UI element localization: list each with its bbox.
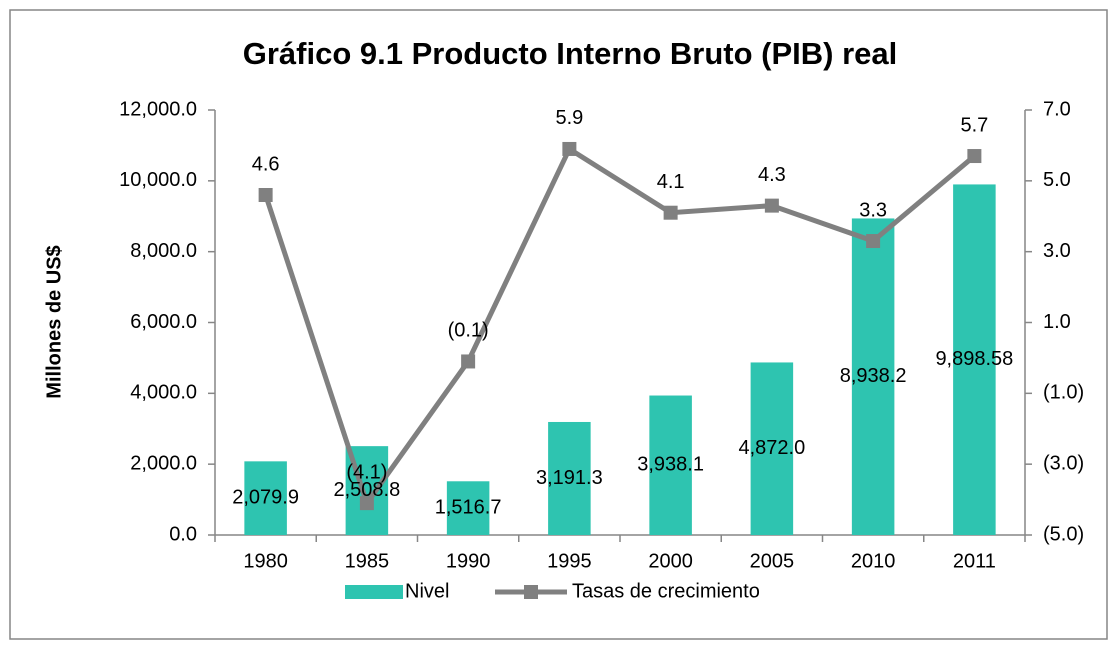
x-tick-label: 1980 (243, 550, 288, 572)
data-label: 4,872.0 (739, 437, 806, 459)
x-tick-label: 2000 (648, 550, 693, 572)
y-tick-label: 8,000.0 (130, 240, 197, 262)
data-label: 4.6 (252, 153, 280, 175)
bar (446, 481, 490, 535)
legend-marker (524, 585, 538, 599)
y-tick-label: 0.0 (169, 523, 197, 545)
y-tick-label: 6,000.0 (130, 311, 197, 333)
y2-tick-label: (5.0) (1043, 523, 1084, 545)
x-tick-label: 2005 (750, 550, 795, 572)
data-label: 3.3 (859, 199, 887, 221)
data-label: 8,938.2 (840, 365, 907, 387)
data-label: 9,898.58 (935, 348, 1013, 370)
bar (548, 421, 591, 535)
marker (866, 234, 881, 249)
y-tick-label: 2,000.0 (130, 452, 197, 474)
marker (359, 496, 374, 511)
bar (953, 184, 996, 535)
y2-tick-label: 5.0 (1043, 169, 1071, 191)
y-axis-title: Millones de US$ (43, 245, 65, 398)
x-tick-label: 1990 (446, 550, 491, 572)
data-label: 5.9 (555, 107, 583, 129)
data-label: 2,508.8 (334, 479, 401, 501)
y-tick-label: 4,000.0 (130, 382, 197, 404)
y2-tick-label: 7.0 (1043, 98, 1071, 120)
data-label: 1,516.7 (435, 496, 502, 518)
marker (663, 205, 678, 220)
x-tick-label: 1985 (345, 550, 390, 572)
y-tick-label: 10,000.0 (119, 169, 197, 191)
bar (649, 395, 692, 535)
bar (750, 362, 794, 535)
marker (258, 188, 273, 202)
bar (244, 461, 287, 535)
data-label: 4.3 (758, 164, 786, 186)
data-label: 4.1 (657, 171, 685, 193)
y2-tick-label: 3.0 (1043, 240, 1071, 262)
marker (562, 141, 577, 156)
marker (764, 198, 779, 213)
x-tick-label: 1995 (547, 550, 592, 572)
y2-tick-label: (3.0) (1043, 452, 1084, 474)
data-label: 3,191.3 (536, 467, 603, 489)
legend-label: Tasas de crecimiento (572, 580, 760, 602)
bar (851, 218, 895, 535)
data-label: (0.1) (448, 320, 489, 342)
chart-title: Gráfico 9.1 Producto Interno Bruto (PIB)… (243, 36, 898, 71)
y2-tick-label: (1.0) (1043, 382, 1084, 404)
y-tick-label: 12,000.0 (119, 98, 197, 120)
marker (967, 149, 982, 164)
line (263, 145, 976, 509)
marker (461, 354, 476, 369)
y2-tick-label: 1.0 (1043, 311, 1071, 333)
x-tick-label: 2011 (953, 550, 996, 572)
data-label: 5.7 (960, 114, 988, 136)
data-label: (4.1) (346, 461, 387, 483)
data-label: 2,079.9 (232, 486, 299, 508)
legend-label: Nivel (405, 580, 449, 602)
data-label: 3,938.1 (637, 454, 704, 476)
legend-swatch (345, 585, 403, 599)
x-tick-label: 2010 (851, 550, 896, 572)
